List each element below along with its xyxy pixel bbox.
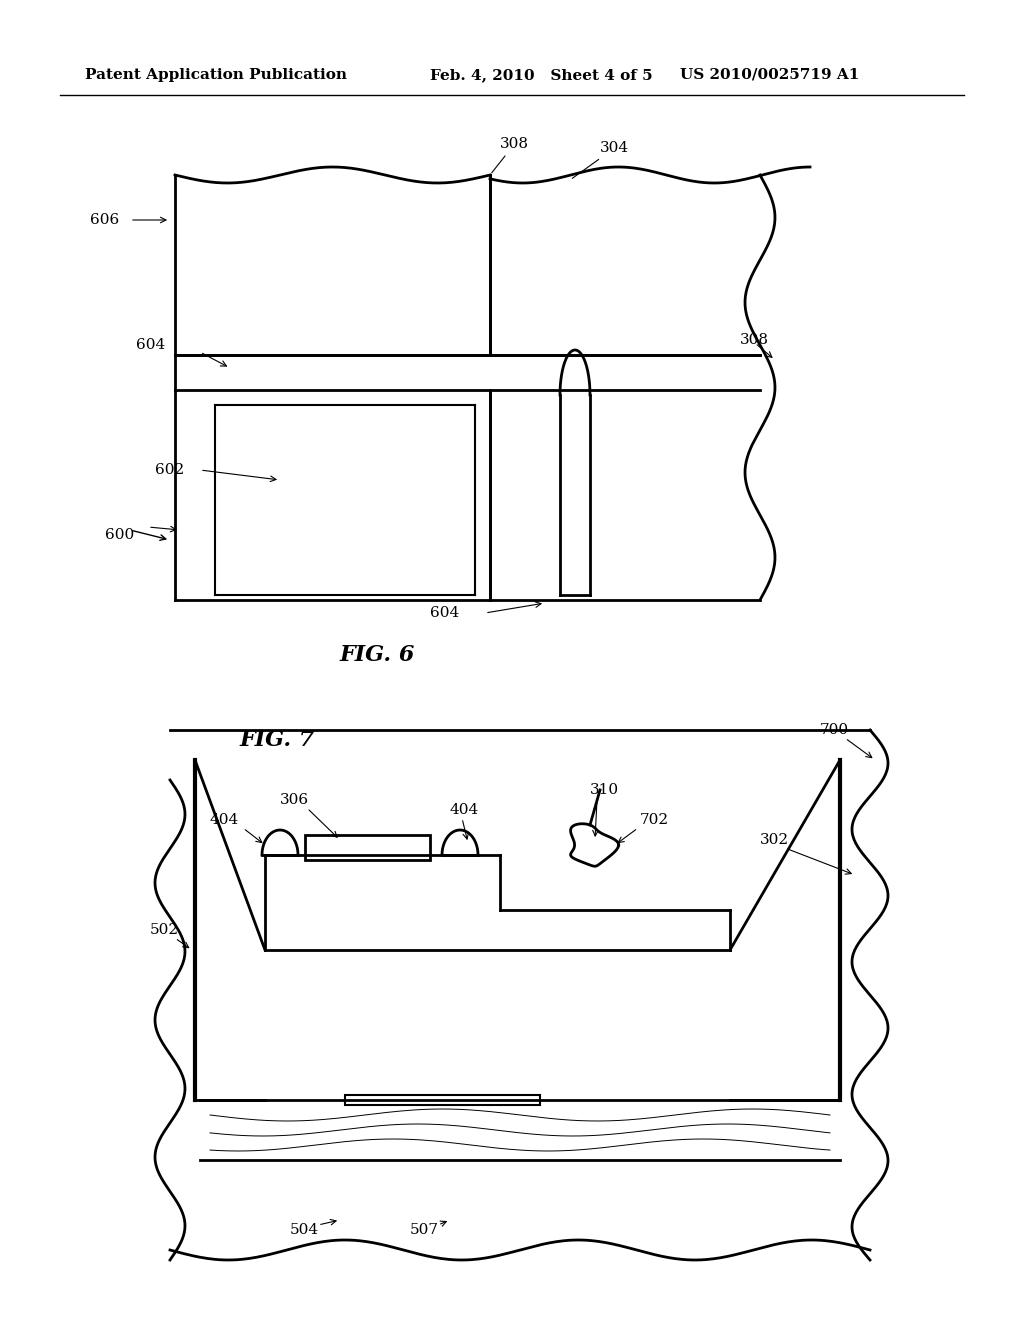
Text: 404: 404 (210, 813, 240, 828)
Bar (345, 1096, 540, 1105)
Text: 604: 604 (430, 606, 459, 620)
Text: Patent Application Publication: Patent Application Publication (85, 69, 347, 82)
Text: 308: 308 (492, 137, 529, 173)
Text: 302: 302 (760, 833, 790, 847)
Text: 507: 507 (410, 1224, 439, 1237)
Text: FIG. 7: FIG. 7 (240, 729, 315, 751)
Text: US 2010/0025719 A1: US 2010/0025719 A1 (680, 69, 859, 82)
Bar (305, 836, 430, 861)
Text: 502: 502 (150, 923, 179, 937)
Text: FIG. 6: FIG. 6 (340, 644, 416, 667)
Text: 404: 404 (450, 803, 479, 817)
Text: 600: 600 (105, 528, 134, 543)
Text: 306: 306 (280, 793, 309, 807)
Text: 310: 310 (590, 783, 620, 797)
Text: 504: 504 (290, 1224, 319, 1237)
Text: 304: 304 (572, 141, 629, 178)
Text: Feb. 4, 2010   Sheet 4 of 5: Feb. 4, 2010 Sheet 4 of 5 (430, 69, 652, 82)
Text: 606: 606 (90, 213, 119, 227)
Text: 700: 700 (820, 723, 849, 737)
Text: 602: 602 (155, 463, 184, 477)
Text: 604: 604 (136, 338, 165, 352)
Text: 702: 702 (640, 813, 669, 828)
Text: 308: 308 (740, 333, 769, 347)
